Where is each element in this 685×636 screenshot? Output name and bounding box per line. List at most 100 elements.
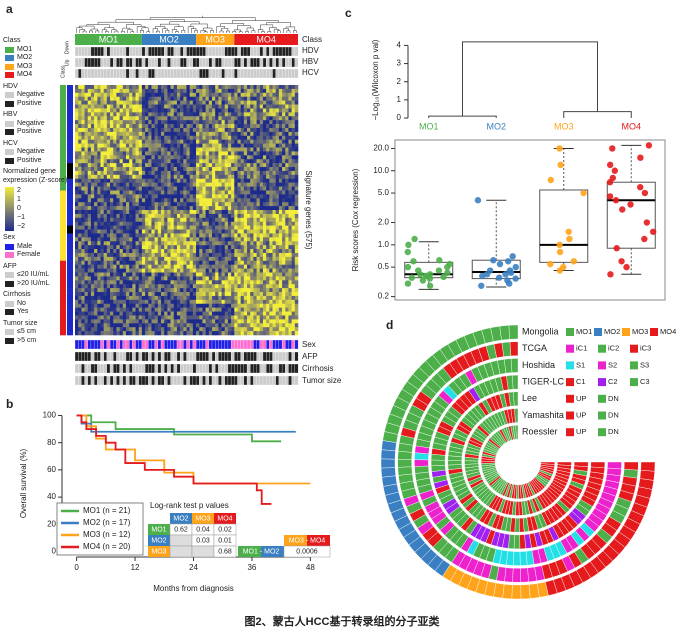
heatmap-cell (294, 116, 299, 121)
heatmap-cell (87, 139, 92, 144)
heatmap-cell (180, 311, 184, 316)
heatmap-cell (278, 139, 283, 144)
heatmap-cell (87, 327, 92, 332)
heatmap-cell (154, 190, 159, 195)
heatmap-cell (151, 299, 155, 305)
heatmap-cell (87, 135, 92, 140)
heatmap-cell (278, 92, 283, 98)
heatmap-cell (253, 159, 257, 164)
heatmap-cell (132, 131, 136, 137)
heatmap-cell (125, 147, 130, 152)
heatmap-cell (282, 139, 286, 144)
heatmap-cell (113, 85, 117, 90)
heatmap-cell (173, 249, 178, 254)
heatmap-cell (211, 311, 216, 316)
heatmap-cell (100, 167, 104, 172)
side-class-cell (60, 182, 66, 187)
heatmap-cell (180, 229, 184, 234)
heatmap-cell (151, 319, 155, 324)
heatmap-cell (138, 127, 143, 133)
track-cell (113, 46, 117, 57)
heatmap-cell (250, 124, 254, 129)
heatmap-cell (247, 213, 251, 219)
gene-axis-label: Signature genes (575) (304, 170, 313, 250)
heatmap-cell (167, 327, 171, 332)
heatmap-cell (215, 210, 219, 215)
heatmap-cell (110, 323, 114, 328)
heatmap-cell (116, 104, 120, 109)
heatmap-cell (113, 127, 117, 133)
heatmap-cell (250, 311, 254, 316)
heatmap-cell (196, 284, 200, 289)
side-direction-cell (67, 292, 73, 297)
heatmap-cell (78, 143, 82, 148)
heatmap-cell (119, 116, 124, 121)
heatmap-cell (173, 116, 178, 121)
heatmap-cell (291, 139, 296, 144)
heatmap-cell (266, 241, 270, 246)
heatmap-cell (132, 163, 136, 168)
heatmap-cell (116, 198, 120, 203)
heatmap-cell (116, 96, 120, 101)
heatmap-cell (103, 85, 108, 90)
side-label: Down (64, 41, 70, 54)
heatmap-cell (288, 194, 292, 199)
heatmap-cell (180, 174, 184, 180)
heatmap-cell (176, 163, 181, 168)
heatmap-cell (180, 327, 184, 332)
heatmap-cell (237, 151, 241, 156)
heatmap-cell (138, 249, 143, 254)
heatmap-cell (288, 170, 292, 176)
heatmap-cell (141, 280, 146, 285)
heatmap-cell (199, 155, 203, 160)
heatmap-cell (208, 288, 213, 293)
heatmap-cell (90, 252, 95, 258)
heatmap-cell (199, 139, 203, 144)
heatmap-cell (110, 292, 114, 297)
heatmap-cell (173, 327, 178, 332)
heatmap-cell (145, 116, 149, 121)
heatmap-cell (151, 143, 155, 148)
heatmap-cell (272, 245, 276, 250)
heatmap-cell (256, 237, 261, 242)
heatmap-cell (116, 100, 120, 105)
heatmap-cell (288, 124, 292, 129)
track-cell (237, 46, 242, 57)
heatmap-cell (90, 299, 95, 305)
heatmap-cell (87, 186, 92, 191)
heatmap-cell (192, 233, 197, 238)
heatmap-cell (288, 221, 292, 226)
heatmap-cell (141, 198, 146, 203)
heatmap-cell (282, 159, 286, 164)
heatmap-cell (291, 170, 296, 176)
heatmap-cell (164, 299, 168, 305)
heatmap-cell (97, 315, 101, 320)
heatmap-cell (282, 194, 286, 199)
heatmap-cell (291, 147, 296, 152)
heatmap-cell (256, 311, 261, 316)
heatmap-cell (81, 276, 85, 281)
heatmap-cell (138, 213, 143, 219)
heatmap-cell (129, 284, 133, 289)
heatmap-cell (285, 143, 289, 148)
heatmap-cell (221, 96, 226, 101)
heatmap-cell (84, 139, 89, 144)
heatmap-cell (186, 147, 190, 152)
heatmap-cell (103, 124, 108, 129)
heatmap-cell (183, 221, 187, 226)
heatmap-cell (151, 272, 155, 277)
heatmap-cell (247, 127, 251, 133)
side-direction-cell (67, 210, 73, 215)
heatmap-cell (253, 186, 257, 191)
heatmap-cell (129, 202, 133, 207)
heatmap-cell (215, 147, 219, 152)
side-direction-cell (67, 202, 73, 207)
heatmap-cell (103, 182, 108, 187)
heatmap-cell (141, 194, 146, 199)
heatmap-cell (231, 303, 235, 308)
heatmap-cell (119, 260, 124, 265)
heatmap-cell (151, 155, 155, 160)
heatmap-cell (167, 202, 171, 207)
heatmap-cell (157, 264, 162, 269)
heatmap-cell (282, 124, 286, 129)
